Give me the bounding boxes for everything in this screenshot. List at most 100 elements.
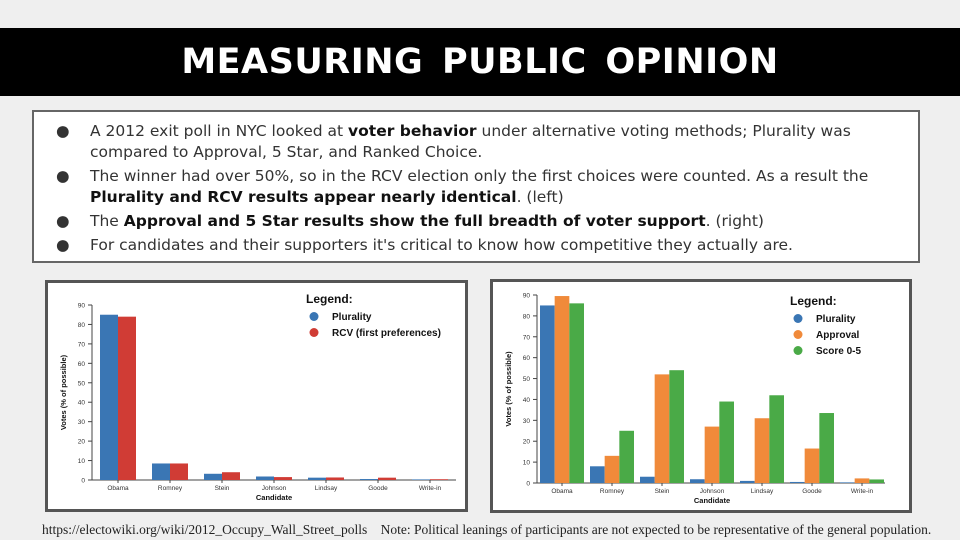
bar-score-0-5-write-in <box>869 479 884 483</box>
y-tick-label: 20 <box>523 439 531 446</box>
title-banner: MEASURING PUBLIC OPINION <box>0 28 960 96</box>
bar-plurality-stein <box>204 473 222 480</box>
x-tick-label: Goode <box>802 488 822 495</box>
legend-label: Approval <box>816 330 860 341</box>
x-tick-label: Lindsay <box>315 485 338 492</box>
bullet-text: A 2012 exit poll in NYC looked at <box>90 122 349 140</box>
bullet-emphasis: Plurality and RCV results appear nearly … <box>90 188 517 206</box>
legend-title: Legend: <box>790 294 837 308</box>
bar-score-0-5-obama <box>569 303 584 483</box>
bar-plurality-lindsay <box>308 477 326 480</box>
bar-score-0-5-johnson <box>719 401 734 483</box>
bullet-dot-icon: ● <box>56 122 70 140</box>
footer-note: Note: Political leanings of participants… <box>380 522 932 537</box>
x-tick-label: Write-in <box>419 485 442 492</box>
bar-rcv-first-preferences-obama <box>118 316 136 480</box>
y-tick-label: 10 <box>523 460 531 467</box>
bullet-emphasis: Approval and 5 Star results show the ful… <box>123 212 706 230</box>
y-tick-label: 90 <box>523 293 531 300</box>
y-tick-label: 0 <box>526 481 530 488</box>
bullet-item: ● For candidates and their supporters it'… <box>56 235 910 256</box>
right-bar-chart: 0 10 20 30 40 50 60 70 80 90 Obama Romney Stein Johns… <box>504 293 885 505</box>
bar-plurality-write-in <box>840 482 855 483</box>
bar-rcv-first-preferences-lindsay <box>326 477 344 480</box>
x-axis-title: Candidate <box>694 496 730 505</box>
x-tick-label: Obama <box>107 485 129 492</box>
bar-score-0-5-lindsay <box>769 395 784 483</box>
y-tick-label: 40 <box>523 397 531 404</box>
bar-approval-obama <box>554 296 570 483</box>
x-tick-label: Romney <box>600 488 625 495</box>
bar-rcv-first-preferences-johnson <box>274 477 292 480</box>
bar-plurality-johnson <box>690 479 705 483</box>
legend-swatch <box>793 314 803 323</box>
legend-label: RCV (first preferences) <box>332 328 441 339</box>
bullet-text: The <box>90 212 124 230</box>
bar-approval-johnson <box>704 426 720 483</box>
x-tick-label: Obama <box>551 488 573 495</box>
bar-rcv-first-preferences-write-in <box>430 479 448 480</box>
x-tick-label: Johnson <box>700 488 725 495</box>
y-tick-label: 60 <box>78 361 86 368</box>
bullet-dot-icon: ● <box>56 236 70 254</box>
y-axis-title: Votes (% of possible) <box>59 354 68 430</box>
legend-label: Score 0-5 <box>816 346 861 357</box>
y-tick-label: 80 <box>523 313 531 320</box>
bar-approval-write-in <box>854 478 870 483</box>
x-tick-label: Lindsay <box>751 488 774 495</box>
legend-swatch <box>793 346 803 355</box>
legend-label: Plurality <box>816 314 856 325</box>
bullet-item: ● The Approval and 5 Star results show th… <box>56 211 910 232</box>
bar-score-0-5-romney <box>619 430 634 483</box>
y-tick-label: 40 <box>78 400 86 407</box>
x-tick-label: Stein <box>215 485 230 492</box>
bar-rcv-first-preferences-goode <box>378 477 396 480</box>
y-tick-label: 0 <box>81 478 85 485</box>
x-tick-label: Stein <box>655 488 670 495</box>
bar-rcv-first-preferences-romney <box>170 463 188 480</box>
x-tick-label: Goode <box>368 485 388 492</box>
bullet-text: The winner had over 50%, so in the RCV e… <box>90 167 869 185</box>
y-tick-label: 30 <box>523 418 531 425</box>
y-tick-label: 70 <box>78 341 86 348</box>
x-axis-title: Candidate <box>256 493 292 502</box>
right-chart-panel: 0 10 20 30 40 50 60 70 80 90 Obama Romney Stein Johns… <box>490 279 912 513</box>
x-tick-label: Write-in <box>851 488 874 495</box>
legend-swatch <box>309 312 319 321</box>
left-chart-panel: 0 10 20 30 40 50 60 70 80 90 Obama Romney Stein Johns… <box>45 280 468 512</box>
bullet-item: ● A 2012 exit poll in NYC looked at voter… <box>56 121 910 163</box>
bullet-text: For candidates and their supporters it's… <box>90 236 793 254</box>
bullet-box: ● A 2012 exit poll in NYC looked at voter… <box>32 110 920 263</box>
y-tick-label: 20 <box>78 439 86 446</box>
bar-plurality-goode <box>360 479 378 480</box>
bar-plurality-johnson <box>256 476 274 480</box>
y-tick-label: 70 <box>523 334 531 341</box>
bar-rcv-first-preferences-stein <box>222 472 240 480</box>
footer: https://electowiki.org/wiki/2012_Occupy_… <box>42 522 931 538</box>
source-link[interactable]: https://electowiki.org/wiki/2012_Occupy_… <box>42 522 368 537</box>
y-tick-label: 50 <box>78 380 86 387</box>
bar-approval-stein <box>654 374 670 483</box>
bar-plurality-goode <box>790 481 805 483</box>
bullet-emphasis: voter behavior <box>348 122 477 140</box>
y-tick-label: 10 <box>78 458 86 465</box>
bullet-list: ● A 2012 exit poll in NYC looked at voter… <box>34 112 918 256</box>
bullet-item: ● The winner had over 50%, so in the RCV … <box>56 166 910 208</box>
bar-plurality-romney <box>590 466 605 483</box>
bar-plurality-romney <box>152 463 170 480</box>
bar-approval-romney <box>604 455 620 483</box>
y-tick-label: 50 <box>523 376 531 383</box>
left-bar-chart: 0 10 20 30 40 50 60 70 80 90 Obama Romney Stein Johns… <box>59 292 456 502</box>
bar-plurality-obama <box>100 314 118 480</box>
y-tick-label: 90 <box>78 303 86 310</box>
bar-plurality-lindsay <box>740 480 755 483</box>
bar-plurality-write-in <box>412 479 430 480</box>
bullet-text: . (left) <box>516 188 564 206</box>
slide-title: MEASURING PUBLIC OPINION <box>181 42 779 82</box>
y-axis-title: Votes (% of possible) <box>504 351 513 427</box>
x-tick-label: Romney <box>158 485 183 492</box>
bullet-text: under alternative voting methods; Plural… <box>90 122 851 161</box>
y-tick-label: 80 <box>78 322 86 329</box>
bar-approval-lindsay <box>754 418 770 483</box>
x-tick-label: Johnson <box>262 485 287 492</box>
